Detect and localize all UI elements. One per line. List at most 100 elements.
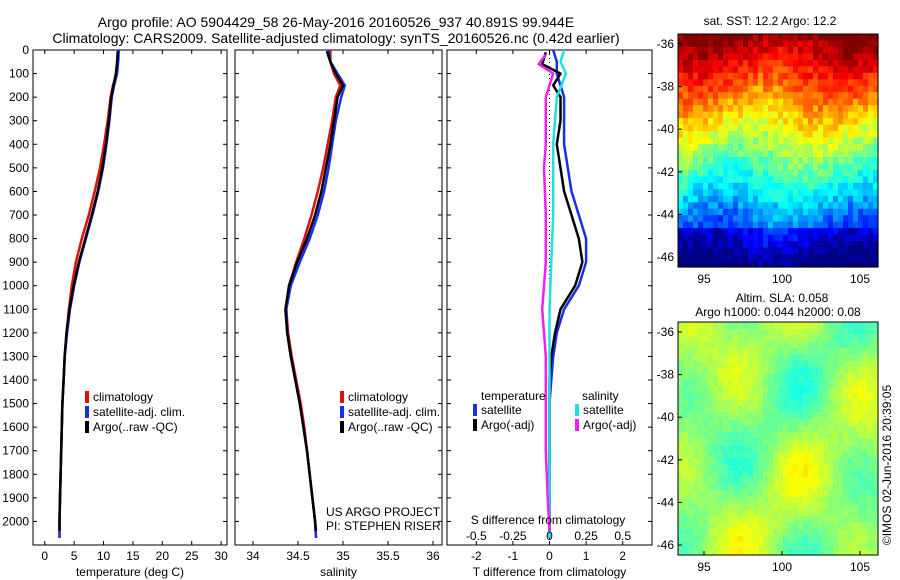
map-cell [738, 451, 744, 459]
map-cell [713, 354, 719, 362]
map-cell [823, 457, 829, 465]
map-cell [803, 393, 809, 401]
map-cell [678, 412, 684, 420]
map-cell [863, 386, 869, 394]
map-cell [843, 490, 849, 498]
map-cell [768, 137, 774, 145]
map-cell [808, 529, 814, 537]
map-cell [678, 347, 684, 355]
map-cell [848, 228, 854, 236]
map-cell [828, 228, 834, 236]
map-cell [828, 328, 834, 336]
map-cell [758, 380, 764, 388]
map-cell [873, 260, 879, 268]
map-cell [798, 176, 804, 184]
map-cell [753, 341, 759, 349]
map-cell [758, 522, 764, 530]
map-cell [788, 182, 794, 190]
map-cell [703, 529, 709, 537]
map-cell [713, 85, 719, 93]
map-cell [718, 150, 724, 158]
map-cell [793, 111, 799, 119]
legend-label: climatology [93, 390, 153, 404]
map-cell [708, 85, 714, 93]
map-cell [853, 464, 859, 472]
map-cell [693, 46, 699, 55]
map-cell [848, 516, 854, 524]
map-cell [793, 176, 799, 184]
map-cell [873, 334, 879, 343]
map-cell [748, 72, 754, 80]
map-cell [738, 92, 744, 100]
map-cell [853, 477, 859, 485]
map-cell [698, 221, 704, 229]
map-cell [808, 419, 814, 427]
map-cell [813, 347, 819, 355]
map-cell [858, 72, 864, 80]
map-cell [733, 150, 739, 158]
map-cell [783, 380, 789, 388]
map-cell [793, 380, 799, 388]
map-cell [778, 105, 784, 113]
map-cell [843, 202, 849, 210]
x-tick-label: 10 [97, 549, 111, 563]
map-cell [708, 46, 714, 55]
map-cell [778, 85, 784, 93]
map-cell [763, 425, 769, 433]
map-cell [833, 444, 839, 453]
map-cell [803, 221, 809, 229]
map-cell [743, 354, 749, 362]
map-cell [723, 367, 729, 375]
map-cell [703, 477, 709, 485]
map-cell [773, 131, 779, 139]
map-cell [753, 150, 759, 158]
map-cell [688, 176, 694, 184]
map-cell [818, 247, 824, 255]
map-cell [873, 247, 879, 255]
map-cell [738, 328, 744, 336]
map-cell [763, 241, 769, 249]
map-cell [708, 208, 714, 216]
map-cell [873, 228, 879, 236]
map-cell [793, 406, 799, 414]
map-cell [753, 522, 759, 530]
map-cell [688, 483, 694, 491]
map-cell [858, 234, 864, 242]
map-cell [728, 516, 734, 524]
map-cell [773, 182, 779, 190]
map-cell [843, 221, 849, 229]
map-cell [833, 328, 839, 336]
map-cell [693, 105, 699, 113]
map-cell [733, 367, 739, 375]
map-cell [818, 72, 824, 80]
map-cell [738, 105, 744, 113]
imos-stamp: ©IMOS 02-Jun-2016 20:39:05 [880, 385, 894, 546]
map-cell [713, 464, 719, 472]
map-cell [863, 98, 869, 106]
map-cell [823, 208, 829, 216]
map-cell [838, 189, 844, 197]
map-cell [683, 118, 689, 126]
map-cell [793, 254, 799, 262]
map-cell [818, 529, 824, 537]
map-cell [748, 234, 754, 242]
map-cell [733, 503, 739, 511]
map-cell [773, 156, 779, 165]
map-cell [728, 406, 734, 414]
map-cell [688, 118, 694, 126]
map-cell [858, 503, 864, 511]
map-cell [828, 169, 834, 177]
map-cell [738, 444, 744, 453]
map-cell [738, 483, 744, 491]
map-cell [808, 380, 814, 388]
map-cell [703, 322, 709, 330]
map-cell [728, 53, 734, 61]
map-cell [788, 373, 794, 381]
map-cell [873, 234, 879, 242]
map-cell [873, 451, 879, 459]
map-cell [723, 322, 729, 330]
map-cell [748, 169, 754, 177]
map-cell [793, 393, 799, 401]
map-cell [858, 399, 864, 407]
map-cell [728, 451, 734, 459]
